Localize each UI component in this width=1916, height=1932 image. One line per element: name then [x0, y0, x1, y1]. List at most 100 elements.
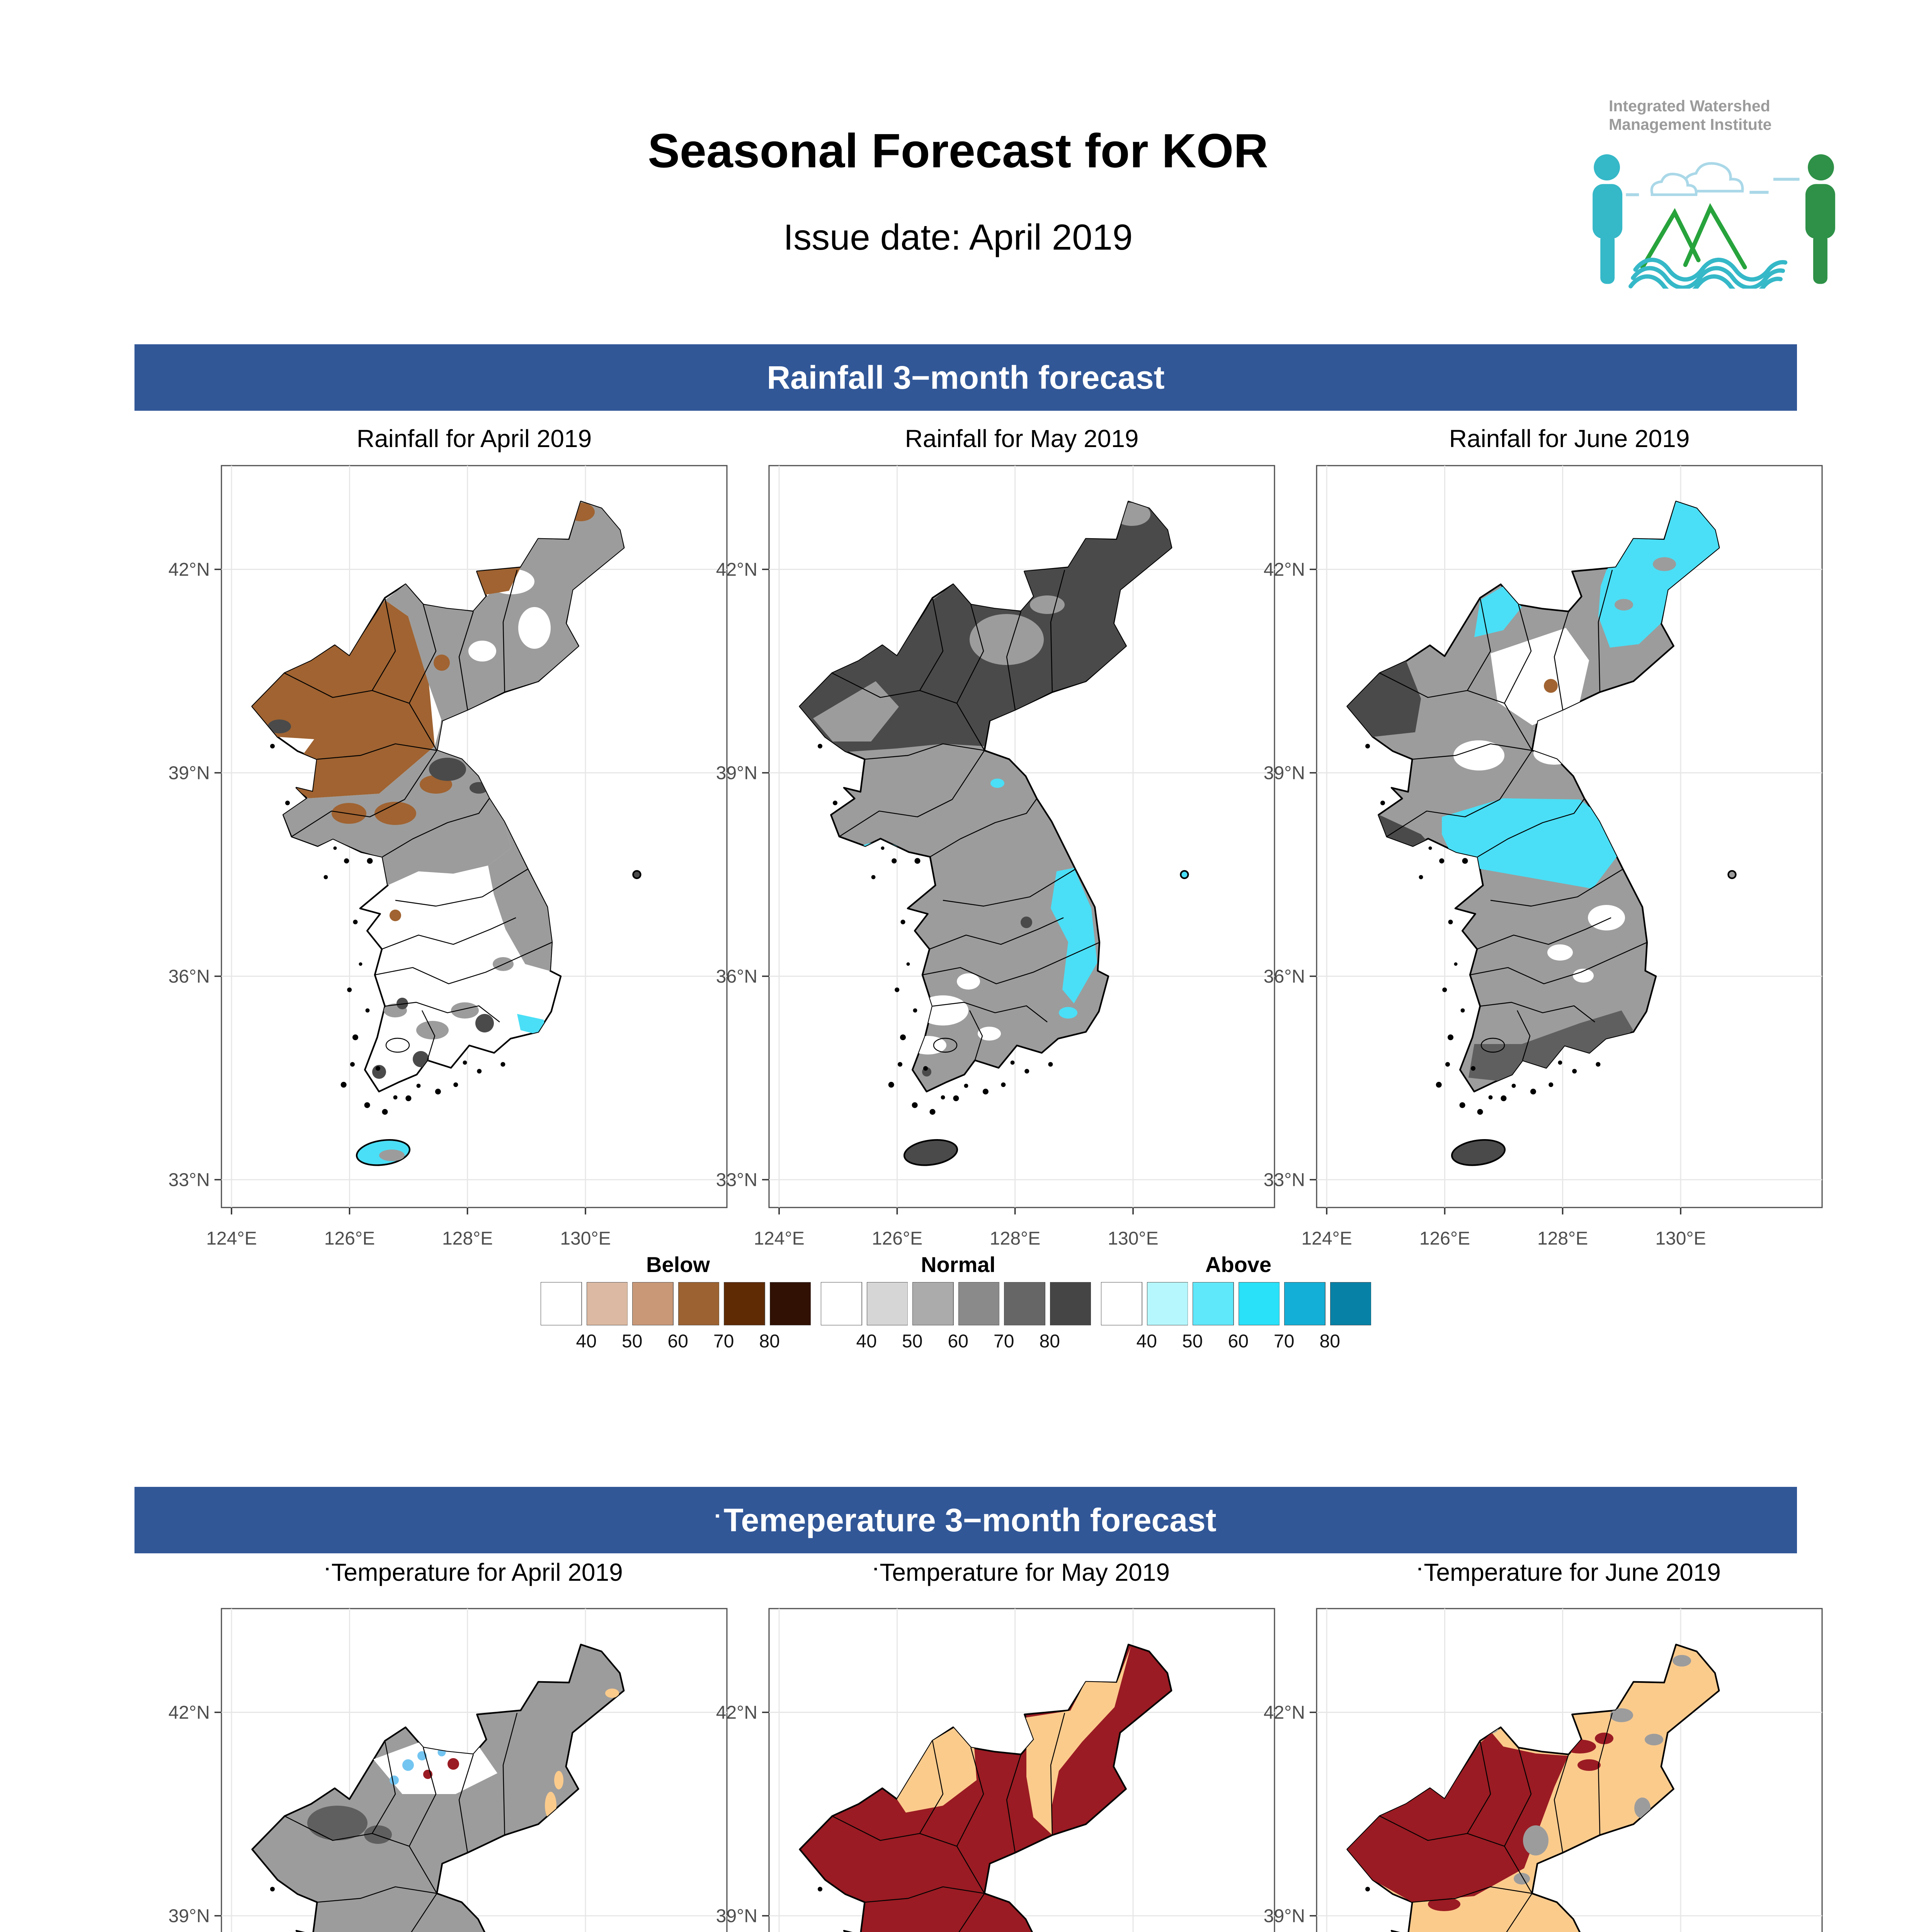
svg-text:36°N: 36°N [1264, 966, 1305, 987]
svg-text:39°N: 39°N [716, 763, 757, 784]
svg-text:36°N: 36°N [716, 966, 757, 987]
cloud-icon [1626, 162, 1800, 196]
svg-text:42°N: 42°N [716, 1702, 757, 1723]
legend-ticks: 40 50 60 70 80 [576, 1331, 780, 1352]
ulleungdo-island [632, 870, 642, 879]
legend-ticks: 40 50 60 70 80 [1136, 1331, 1340, 1352]
ulleungdo-island [1180, 870, 1189, 879]
axis-ticks [214, 1711, 221, 1917]
svg-text:33°N: 33°N [716, 1170, 757, 1190]
svg-text:39°N: 39°N [168, 763, 210, 784]
axis-labels: 42°N 39°N 36°N 33°N 124°E 126°E 128°E 130°E [716, 560, 1159, 1249]
svg-text:39°N: 39°N [716, 1906, 757, 1927]
logo-icon [1593, 154, 1835, 298]
institute-logo: Integrated Watershed Management Institut… [1582, 97, 1845, 298]
axis-ticks [214, 568, 586, 1214]
svg-text:130°E: 130°E [1108, 1228, 1158, 1249]
coastal-islands [270, 1887, 275, 1891]
province-borders [1379, 1713, 1613, 1932]
map-rainfall-june: 42°N 39°N 36°N 33°N 124°E 126°E 128°E 130°E [1264, 465, 1823, 1249]
province-borders [1379, 570, 1647, 1061]
legend-group-normal: Normal 40 50 60 70 80 [821, 1252, 1096, 1352]
temperature-section-banner: ▪ Temeperature 3−month forecast [134, 1487, 1797, 1553]
korea-map [1346, 1643, 1720, 1932]
coastal-islands [818, 1887, 822, 1891]
svg-text:36°N: 36°N [168, 966, 210, 987]
svg-text:130°E: 130°E [560, 1228, 611, 1249]
map-rainfall-april: 42°N 39°N 36°N 33°N 124°E 126°E 128°E 130°E [168, 465, 728, 1249]
coastal-islands [818, 744, 1053, 1115]
map-title-temp-may: ▪Temperature for May 2019 [874, 1558, 1170, 1586]
map-title-temp-april: ▪Temperature for April 2019 [325, 1558, 623, 1586]
province-borders [832, 1713, 1065, 1932]
svg-text:124°E: 124°E [754, 1228, 804, 1249]
ulleungdo-island [1727, 870, 1737, 879]
svg-text:124°E: 124°E [206, 1228, 257, 1249]
svg-text:128°E: 128°E [990, 1228, 1040, 1249]
province-borders [284, 1713, 518, 1932]
mountains-icon [1640, 203, 1747, 269]
rainfall-legend: Below 40 50 60 70 80 Normal 40 50 60 70 80 Above [541, 1252, 1387, 1352]
coastal-islands [270, 744, 505, 1115]
map-title-rain-april: Rainfall for April 2019 [356, 425, 592, 452]
svg-text:124°E: 124°E [1301, 1228, 1352, 1249]
svg-text:33°N: 33°N [1264, 1170, 1305, 1190]
axis-labels: 42°N 39°N 36°N 33°N 124°E 126°E 128°E 130°E [1264, 560, 1706, 1249]
logo-text-line1: Integrated Watershed [1609, 97, 1770, 115]
korea-map [799, 1643, 1172, 1932]
svg-text:126°E: 126°E [872, 1228, 922, 1249]
waves-icon [1628, 257, 1788, 298]
svg-text:128°E: 128°E [442, 1228, 493, 1249]
axis-ticks [1310, 1711, 1317, 1917]
logo-text: Integrated Watershed Management Institut… [1582, 97, 1845, 134]
person-right-icon [1805, 154, 1835, 284]
rainfall-banner-label: Rainfall 3−month forecast [767, 359, 1165, 396]
svg-text:42°N: 42°N [1264, 1702, 1305, 1723]
coastal-islands [1365, 1887, 1370, 1891]
korea-map [251, 500, 642, 1166]
svg-text:39°N: 39°N [1264, 763, 1305, 784]
axis-ticks [1310, 568, 1681, 1214]
province-borders [832, 570, 1100, 1061]
svg-text:42°N: 42°N [168, 560, 210, 580]
coastal-islands [1365, 744, 1601, 1115]
rainfall-section-banner: Rainfall 3−month forecast [134, 344, 1797, 411]
svg-text:130°E: 130°E [1655, 1228, 1706, 1249]
axis-ticks [762, 568, 1134, 1214]
svg-text:42°N: 42°N [1264, 560, 1305, 580]
svg-text:126°E: 126°E [324, 1228, 375, 1249]
svg-text:42°N: 42°N [716, 560, 757, 580]
legend-ticks: 40 50 60 70 80 [856, 1331, 1060, 1352]
map-title-temp-june: ▪Temperature for June 2019 [1418, 1558, 1721, 1586]
map-rainfall-may: 42°N 39°N 36°N 33°N 124°E 126°E 128°E 130°E [716, 465, 1275, 1249]
jeju-island [1451, 1139, 1506, 1166]
axis-labels: 42°N 39°N 36°N 33°N 124°E 126°E 128°E 130°E [168, 560, 611, 1249]
korea-map [1346, 500, 1737, 1166]
svg-text:33°N: 33°N [168, 1170, 210, 1190]
map-title-rain-may: Rainfall for May 2019 [905, 425, 1139, 452]
temperature-banner-label: Temeperature 3−month forecast [723, 1502, 1217, 1538]
svg-text:42°N: 42°N [168, 1702, 210, 1723]
axis-ticks [762, 1711, 769, 1917]
issue-date: Issue date: April 2019 [783, 217, 1133, 257]
logo-text-line2: Management Institute [1609, 116, 1772, 134]
province-borders [284, 570, 552, 1061]
person-left-icon [1593, 154, 1623, 284]
svg-text:128°E: 128°E [1537, 1228, 1588, 1249]
svg-text:39°N: 39°N [1264, 1906, 1305, 1927]
forecast-regions [1347, 502, 1719, 1085]
page-title: Seasonal Forecast for KOR [648, 124, 1268, 178]
svg-text:126°E: 126°E [1419, 1228, 1470, 1249]
legend-group-above: Above 40 50 60 70 80 [1101, 1252, 1376, 1352]
map-title-rain-june: Rainfall for June 2019 [1449, 425, 1690, 452]
svg-text:39°N: 39°N [168, 1906, 210, 1927]
forecast-regions [252, 502, 624, 1079]
legend-group-below: Below 40 50 60 70 80 [541, 1252, 815, 1352]
